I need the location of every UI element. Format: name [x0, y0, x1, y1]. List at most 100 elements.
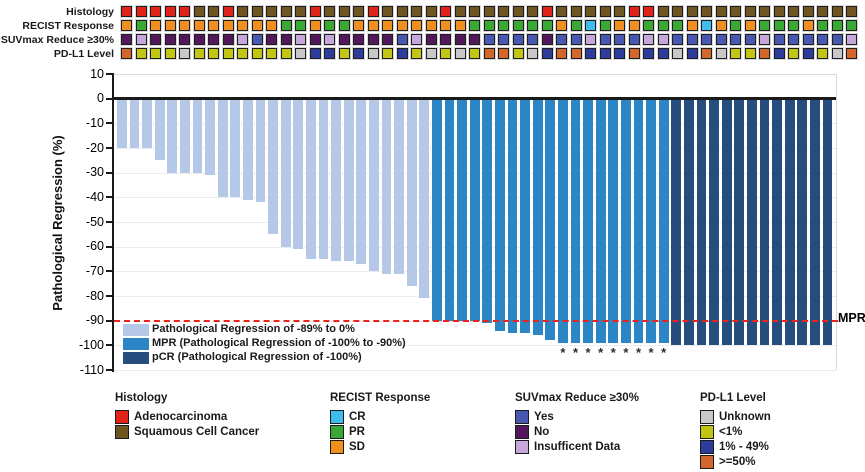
patient-bar — [507, 98, 518, 333]
track-cell — [584, 19, 597, 32]
track-cell — [569, 47, 583, 60]
track-cell — [395, 19, 409, 32]
track-cell — [772, 33, 786, 46]
track-cell — [453, 5, 467, 18]
track-cell — [482, 19, 496, 32]
track-cell — [207, 19, 220, 32]
patient-bar — [255, 98, 266, 203]
track-cell — [337, 33, 351, 46]
y-tick-label: 0 — [97, 91, 104, 106]
track-cell — [642, 47, 655, 60]
track-label-pdl1: PD-L1 Level — [53, 47, 114, 60]
track-cell — [801, 19, 815, 32]
track-cell — [134, 5, 148, 18]
track-cell — [569, 5, 583, 18]
track-cell — [120, 5, 133, 18]
legend-swatch — [123, 352, 149, 364]
track-cell — [758, 19, 771, 32]
track-cell — [381, 19, 394, 32]
track-cell — [613, 5, 626, 18]
track-cell — [685, 19, 699, 32]
CR-swatch — [330, 410, 344, 424]
track-cell — [178, 33, 191, 46]
track-cell — [627, 5, 641, 18]
track-cell — [845, 33, 858, 46]
track-cell — [598, 5, 612, 18]
track-cell — [729, 47, 742, 60]
track-cell — [410, 5, 423, 18]
track-cell — [250, 19, 264, 32]
track-cell — [279, 5, 293, 18]
track-cell — [642, 19, 655, 32]
y-tick-mark — [106, 245, 112, 248]
track-cell — [424, 33, 438, 46]
legend-title: PD-L1 Level — [700, 392, 766, 404]
track-cell — [816, 47, 829, 60]
track-cell — [250, 5, 264, 18]
track-cell — [787, 47, 800, 60]
track-cell — [729, 5, 742, 18]
track-cell — [265, 47, 278, 60]
mpr-threshold-line — [114, 319, 838, 322]
track-cell — [482, 47, 496, 60]
track-cell — [250, 33, 264, 46]
y-tick-mark — [106, 122, 112, 125]
track-cell — [149, 19, 162, 32]
track-cell — [424, 5, 438, 18]
track-cell — [163, 33, 177, 46]
y-tick-mark — [106, 73, 112, 75]
track-cell — [526, 47, 539, 60]
track-cell — [511, 47, 525, 60]
track-cell — [424, 19, 438, 32]
y-tick-label: -70 — [85, 263, 104, 278]
legend-swatch — [123, 324, 149, 336]
track-cell — [366, 19, 380, 32]
track-cell — [453, 33, 467, 46]
patient-bar — [167, 98, 178, 173]
asterisk-marker: * — [623, 345, 629, 360]
patient-bar — [243, 98, 253, 200]
track-cell — [656, 5, 670, 18]
plot-border-right — [836, 74, 837, 370]
asterisk-marker: * — [585, 345, 591, 360]
patient-bar — [406, 98, 417, 287]
track-cell — [192, 33, 206, 46]
mpr-reference-label: MPR — [838, 311, 865, 325]
track-cell — [540, 19, 554, 32]
track-cell — [323, 47, 336, 60]
track-cell — [134, 33, 148, 46]
plot-border-top — [114, 74, 836, 75]
track-cell — [714, 5, 728, 18]
track-cell — [265, 5, 278, 18]
track-cell — [439, 19, 452, 32]
patient-bar — [356, 98, 367, 264]
patient-bar — [671, 98, 682, 346]
legend-item-label: <1% — [719, 426, 743, 438]
track-cell — [294, 5, 307, 18]
track-cell — [120, 33, 133, 46]
track-cell — [555, 33, 568, 46]
Yes-swatch — [515, 410, 529, 424]
track-cell — [439, 5, 452, 18]
y-tick-mark — [106, 221, 112, 223]
track-cell — [729, 33, 742, 46]
unk-swatch — [700, 410, 714, 424]
track-cell — [482, 5, 496, 18]
patient-bar — [318, 98, 329, 259]
track-cell — [555, 19, 568, 32]
track-cell — [497, 33, 510, 46]
track-cell — [439, 33, 452, 46]
track-cell — [236, 5, 249, 18]
track-cell — [468, 5, 481, 18]
track-cell — [468, 33, 481, 46]
track-cell — [381, 5, 394, 18]
track-cell — [642, 33, 655, 46]
track-cell — [497, 47, 510, 60]
track-cell — [337, 5, 351, 18]
track-cell — [801, 33, 815, 46]
track-cell — [569, 33, 583, 46]
track-cell — [323, 33, 336, 46]
patient-bar — [306, 98, 316, 259]
track-cell — [526, 5, 539, 18]
legend-title: Histology — [115, 392, 168, 404]
